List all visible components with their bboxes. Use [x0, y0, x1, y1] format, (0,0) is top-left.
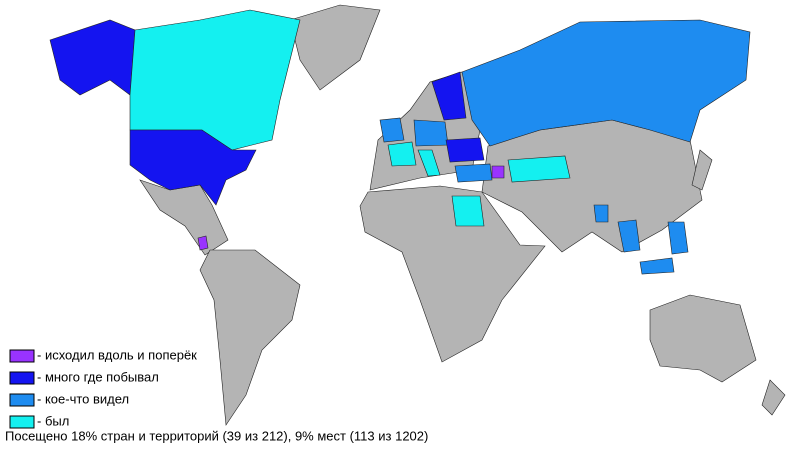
philippines	[667, 221, 689, 255]
france	[387, 141, 417, 167]
legend-label: - много где побывал	[37, 369, 159, 384]
legend-swatch	[9, 393, 35, 407]
turkey	[454, 163, 493, 183]
africa	[359, 185, 546, 363]
australia	[649, 294, 757, 383]
malaysia	[639, 257, 675, 275]
canada	[129, 9, 301, 151]
legend-label: - исходил вдоль и поперёк	[37, 347, 197, 362]
legend-swatch	[9, 415, 35, 429]
italy	[417, 149, 441, 177]
alaska	[49, 19, 136, 96]
georgia-armenia	[491, 165, 505, 179]
summary: Посещено 18% стран и территорий (39 из 2…	[5, 428, 428, 443]
usa	[129, 129, 257, 206]
greenland	[289, 4, 381, 91]
legend: - исходил вдоль и поперёк - много где поб…	[9, 347, 197, 429]
nicaragua	[197, 235, 209, 251]
legend-label: - был	[37, 413, 69, 428]
ukraine	[445, 137, 485, 163]
thailand	[617, 219, 641, 253]
finland	[431, 71, 467, 121]
visited-countries	[49, 9, 751, 275]
legend-label: - кое-что видел	[37, 391, 129, 406]
russia	[461, 19, 751, 147]
western-europe	[379, 117, 405, 143]
legend-swatch	[9, 349, 35, 363]
new-zealand	[761, 379, 786, 416]
land	[139, 4, 786, 426]
central-asia	[507, 155, 571, 183]
japan	[691, 149, 713, 191]
central-europe	[413, 119, 449, 147]
egypt	[451, 195, 485, 227]
south-america	[199, 249, 301, 426]
legend-swatch	[9, 371, 35, 385]
myanmar	[593, 204, 609, 223]
